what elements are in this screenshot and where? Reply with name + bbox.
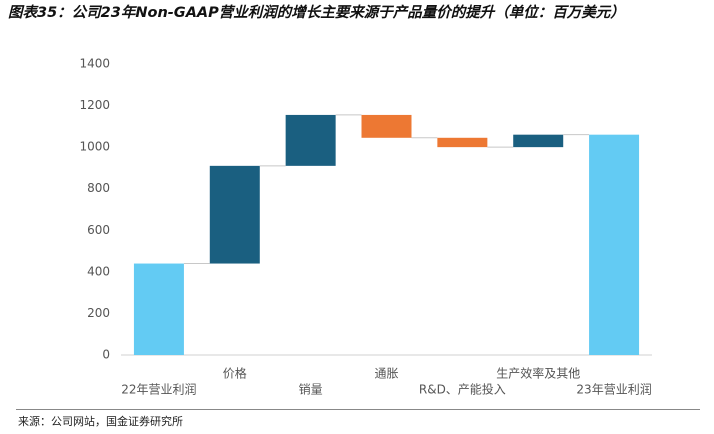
x-tick-label: 22年营业利润 bbox=[121, 383, 196, 397]
y-tick-label: 800 bbox=[87, 181, 110, 195]
y-tick-label: 1400 bbox=[79, 57, 110, 71]
x-tick-label: R&D、产能投入 bbox=[419, 382, 506, 397]
y-tick-label: 0 bbox=[102, 348, 110, 362]
bar bbox=[513, 134, 564, 148]
bar bbox=[285, 114, 336, 166]
y-tick-label: 600 bbox=[87, 223, 110, 237]
y-tick-label: 400 bbox=[87, 264, 110, 278]
bar bbox=[133, 263, 184, 355]
y-tick-label: 200 bbox=[87, 306, 110, 320]
y-tick-label: 1000 bbox=[79, 140, 110, 154]
bar bbox=[209, 165, 260, 264]
x-tick-label: 生产效率及其他 bbox=[496, 366, 580, 381]
divider bbox=[16, 409, 700, 410]
bar bbox=[437, 137, 488, 148]
bar bbox=[361, 114, 412, 138]
source-note: 来源：公司网站，国金证券研究所 bbox=[18, 415, 183, 428]
x-tick-label: 23年营业利润 bbox=[576, 383, 651, 397]
x-tick-label: 价格 bbox=[223, 366, 247, 381]
x-tick-label: 销量 bbox=[299, 383, 323, 397]
chart-title: 图表35：公司23年Non-GAAP营业利润的增长主要来源于产品量价的提升（单位… bbox=[8, 5, 625, 21]
y-tick-label: 1200 bbox=[79, 98, 110, 112]
bar bbox=[589, 134, 640, 355]
x-tick-label: 通胀 bbox=[374, 367, 398, 381]
